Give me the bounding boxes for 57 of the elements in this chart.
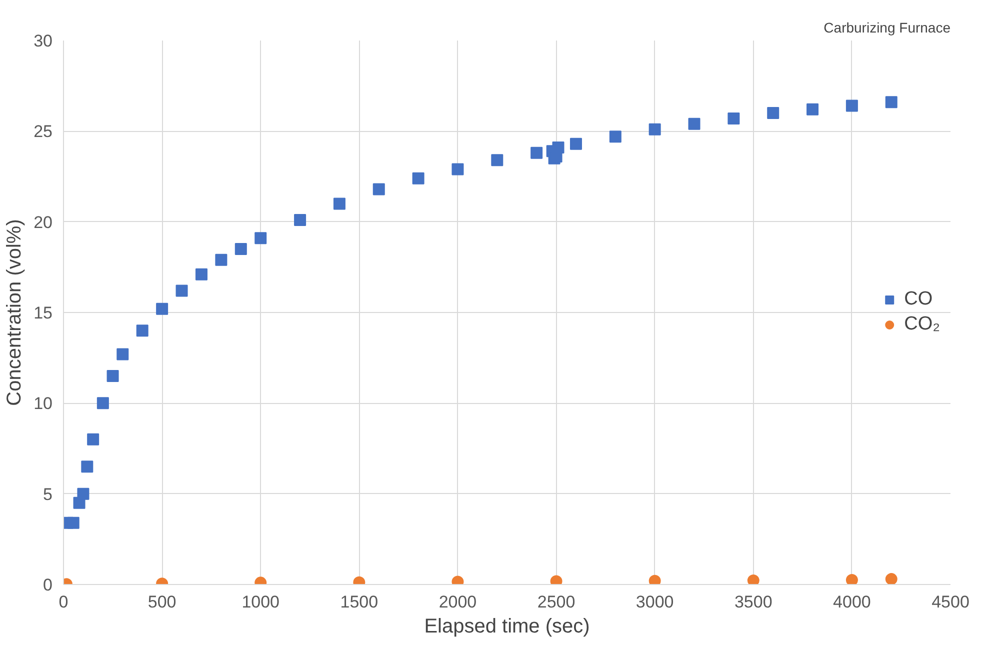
point: [570, 138, 582, 150]
point: [767, 107, 780, 120]
point: [885, 96, 898, 108]
point: [412, 172, 424, 184]
point: [176, 284, 188, 297]
point: [648, 574, 661, 584]
point: [195, 268, 208, 280]
point: [609, 130, 622, 143]
point: [452, 163, 464, 176]
point: [530, 146, 543, 159]
x-tick-label: 2500: [537, 592, 576, 612]
text: Carburizing Furnace: [824, 20, 951, 36]
point: [806, 103, 819, 116]
point: [885, 573, 898, 584]
point: [67, 516, 80, 529]
x-tick-label: 4500: [932, 592, 970, 612]
point: [372, 183, 385, 196]
point: [116, 348, 129, 360]
point: [688, 118, 700, 130]
legend-label: CO: [904, 288, 933, 310]
x-tick-label: 500: [148, 592, 176, 612]
point: [294, 214, 306, 226]
point: [254, 232, 267, 244]
x-axis-title: Elapsed time (sec): [424, 616, 590, 638]
y-tick-label: 15: [34, 304, 53, 322]
point: [81, 460, 94, 473]
point: [491, 154, 504, 166]
point: [747, 574, 760, 584]
point: [333, 198, 346, 210]
point: [87, 433, 100, 446]
y-tick-label: 30: [34, 32, 53, 50]
point: [846, 100, 858, 112]
y-tick-label: 20: [34, 212, 53, 232]
x-tick-label: 1500: [340, 592, 378, 612]
point: [648, 123, 661, 136]
point: [552, 141, 564, 154]
y-tick-label: 0: [43, 576, 53, 594]
y-axis-title: Concentration (vol%): [4, 219, 26, 406]
x-tick-label: 1000: [242, 592, 280, 612]
point: [156, 302, 168, 315]
x-tick-label: 3000: [636, 592, 674, 612]
point: [215, 254, 228, 266]
point: [234, 243, 247, 256]
point: [96, 397, 109, 410]
point: [77, 488, 90, 500]
y-tick-label: 25: [34, 122, 53, 142]
point: [846, 574, 858, 584]
x-tick-label: 2000: [438, 592, 477, 612]
legend-label: CO₂: [904, 314, 940, 336]
point: [106, 370, 119, 382]
y-tick-label: 5: [43, 484, 53, 504]
point: [728, 112, 740, 124]
x-tick-label: 4000: [833, 592, 871, 612]
x-tick-label: 0: [58, 592, 68, 612]
point: [136, 324, 148, 337]
x-tick-label: 3500: [734, 592, 772, 612]
y-tick-label: 10: [34, 394, 53, 414]
